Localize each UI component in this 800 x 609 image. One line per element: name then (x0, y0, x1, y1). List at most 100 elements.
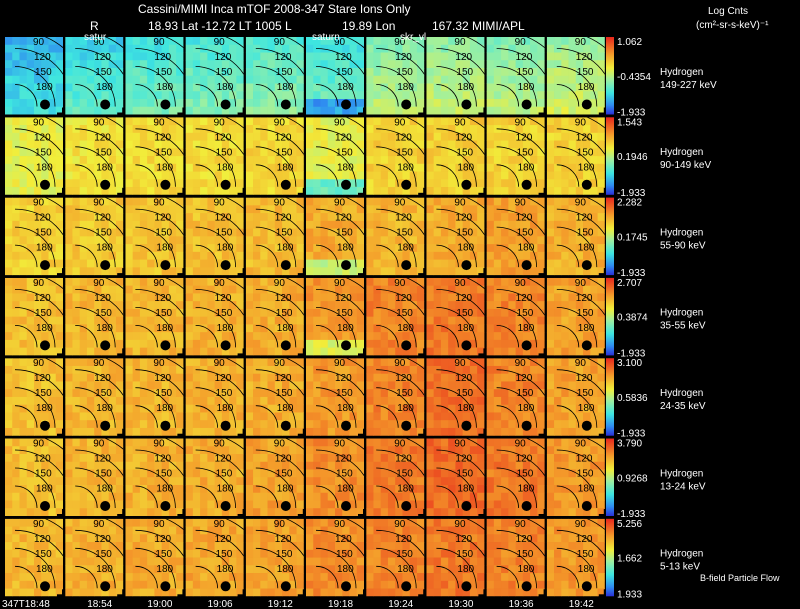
heat-cell (395, 68, 403, 77)
heat-cell (537, 277, 545, 287)
heat-cell (274, 412, 283, 421)
pitch-angle-label: 180 (337, 403, 354, 414)
heat-cell (34, 508, 42, 516)
heat-cell (65, 99, 73, 108)
heat-cell (416, 220, 425, 229)
heat-cell (221, 332, 230, 341)
heat-cell (402, 228, 411, 237)
heat-cell (409, 44, 418, 53)
heat-cell (65, 37, 73, 46)
heat-cell (402, 267, 411, 276)
heat-cell (41, 148, 49, 157)
heat-cell (34, 420, 42, 429)
header-r: R (90, 19, 99, 33)
heat-cell (192, 404, 201, 413)
heat-cell (501, 324, 509, 333)
heat-cell (274, 389, 283, 398)
heat-cell (147, 446, 155, 455)
heat-cell (349, 301, 358, 310)
heat-cell (132, 389, 141, 398)
heat-cell (380, 381, 389, 390)
heat-cell (327, 171, 336, 180)
pitch-angle-label: 180 (277, 162, 294, 173)
heat-cell (522, 347, 531, 356)
heat-cell (26, 358, 35, 367)
heat-cell (590, 220, 598, 229)
heat-cell (409, 171, 418, 180)
heat-cell (5, 339, 13, 349)
heat-cell (207, 91, 215, 100)
pitch-angle-label: 180 (518, 243, 535, 254)
pitch-angle-label: 120 (576, 293, 593, 304)
heat-cell (455, 347, 464, 356)
heat-cell (260, 117, 268, 126)
heat-cell (486, 106, 495, 115)
heat-cell (65, 308, 73, 318)
heat-cell (253, 308, 261, 318)
heat-cell (72, 68, 81, 77)
heat-cell (373, 187, 382, 195)
heat-cell (296, 427, 304, 436)
heat-cell (561, 106, 569, 115)
heat-cell (229, 251, 237, 260)
heat-cell (320, 91, 329, 100)
pitch-angle-arc (496, 289, 545, 316)
heat-cell (26, 461, 35, 470)
heat-cell (154, 285, 163, 294)
heat-cell (448, 396, 456, 406)
heat-cell (356, 381, 364, 390)
saturn-marker (461, 340, 472, 351)
heat-cell (221, 68, 230, 77)
pitch-angle-arc (315, 146, 357, 187)
heat-cell (65, 251, 73, 260)
heat-cell (267, 187, 276, 195)
heat-cell (313, 37, 321, 46)
heat-cell (115, 365, 124, 375)
heat-cell (267, 347, 276, 356)
pitch-angle-label: 180 (578, 162, 595, 173)
heat-cell (5, 179, 13, 188)
heat-cell (597, 171, 605, 180)
heat-cell (147, 251, 155, 260)
heat-cell (236, 156, 244, 165)
heat-cell (65, 469, 73, 478)
pitch-angle-label: 180 (96, 323, 113, 334)
heat-cell (65, 75, 73, 84)
heat-cell (402, 365, 411, 375)
heat-cell (575, 389, 584, 398)
heat-cell (12, 412, 20, 421)
heat-cell (101, 187, 110, 195)
heat-cell (94, 140, 102, 149)
heat-cell (289, 244, 297, 253)
heat-cell (387, 339, 396, 349)
heat-cell (139, 106, 148, 115)
heat-cell (48, 205, 57, 214)
heat-cell (86, 461, 95, 470)
heat-cell (5, 187, 13, 195)
heat-cell (125, 197, 134, 206)
heat-cell (426, 365, 435, 375)
heat-cell (289, 259, 297, 268)
pitch-angle-label: 120 (455, 293, 472, 304)
heat-cell (72, 117, 81, 126)
heat-cell (327, 293, 336, 302)
heat-cell (366, 365, 374, 375)
pitch-angle-label: 180 (518, 323, 535, 334)
heat-cell (501, 52, 509, 61)
heat-cell (380, 99, 389, 108)
heat-cell (274, 293, 283, 302)
heat-cell (5, 427, 13, 436)
heat-cell (335, 358, 343, 367)
heat-cell (327, 83, 336, 92)
heat-cell (274, 117, 283, 126)
heat-cell (115, 500, 124, 509)
heat-cell (94, 373, 102, 382)
heat-cell (147, 132, 155, 141)
heat-cell (267, 412, 276, 421)
heat-cell (214, 148, 223, 157)
heat-cell (221, 37, 230, 46)
heat-cell (395, 404, 403, 413)
heat-cell (34, 404, 42, 413)
heat-cell (214, 244, 223, 253)
